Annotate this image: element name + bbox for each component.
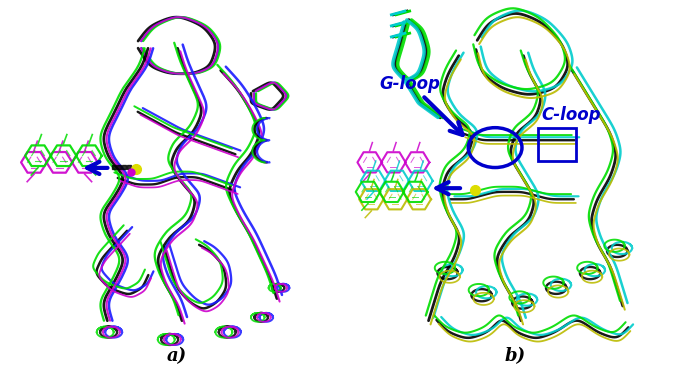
Bar xyxy=(538,128,577,161)
Text: a): a) xyxy=(166,347,186,365)
Text: b): b) xyxy=(505,347,526,365)
Text: G-loop: G-loop xyxy=(379,75,462,135)
Text: C-loop: C-loop xyxy=(541,106,600,124)
